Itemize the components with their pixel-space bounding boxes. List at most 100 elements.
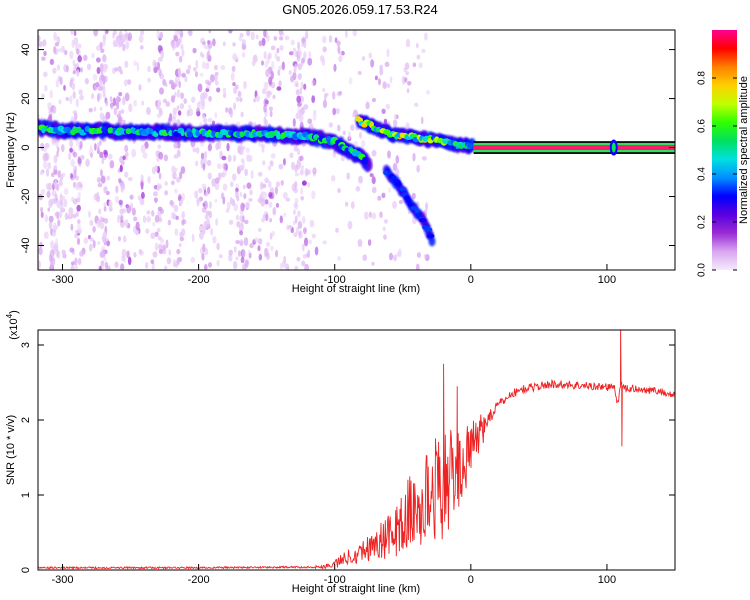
spectrogram-noise-cell [412,152,416,162]
spectrogram-noise-cell [208,30,212,34]
spectrogram-noise-cell [202,163,206,171]
spectrogram-noise-cell [421,48,426,54]
spectrogram-noise-cell [377,195,382,201]
spectrogram-noise-cell [49,249,55,259]
spectrogram-noise-cell [258,40,263,47]
spectrogram-noise-cell [207,172,212,180]
spectrogram-noise-cell [92,73,98,81]
spectrogram-noise-cell [158,172,162,180]
spectrogram-noise-cell [216,87,221,93]
spectrogram-noise-cell [303,104,309,110]
spectrogram-noise-cell [387,150,391,159]
spectrogram-noise-cell [392,162,398,172]
spectrogram-x-tick-label: -100 [324,274,346,286]
spectrogram-noise-cell [300,187,304,195]
spectrogram-noise-cell [110,103,114,111]
spectrogram-noise-cell [63,187,69,196]
spectrogram-noise-cell [108,199,113,208]
spectrogram-noise-cell [152,221,156,227]
spectrogram-noise-cell [164,190,169,196]
spectrogram-noise-cell [283,212,287,218]
spectrogram-noise-cell [51,182,55,191]
spectrogram-noise-cell [55,139,59,149]
spectrogram-noise-cell [69,247,74,253]
spectrogram-noise-cell [238,36,243,41]
spectrogram-noise-cell [267,165,272,171]
spectrogram-noise-cell [154,231,159,237]
spectrogram-noise-cell [133,60,138,67]
lower-branch-cell [426,233,435,239]
spectrogram-noise-cell [46,190,51,199]
spectrogram-noise-cell [386,83,391,89]
spectrogram-noise-cell [77,191,81,199]
spectrogram-noise-cell [133,99,138,107]
spectrogram-noise-cell [115,195,119,203]
spectrogram-noise-cell [296,256,301,262]
spectrogram-noise-cell [147,176,151,184]
spectrogram-noise-cell [178,243,182,248]
spectrogram-noise-cell [157,99,162,107]
spectrogram-noise-cell [93,106,97,112]
snr-series-line [38,330,675,570]
spectrogram-noise-cell [281,61,285,71]
spectrogram-noise-cell [87,234,92,240]
spectrogram-noise-cell [264,60,269,69]
spectrogram-noise-cell [165,101,171,107]
spectrogram-noise-cell [309,219,315,228]
spectrogram-noise-cell [381,108,386,115]
spectrogram-noise-cell [102,231,108,239]
spectrogram-noise-cell [121,36,125,44]
spectrogram-noise-cell [176,257,180,266]
spectrogram-noise-cell [69,50,74,60]
spectrogram-noise-cell [147,77,152,83]
spectrogram-noise-cell [255,95,261,103]
colorbar-gradient [712,30,737,270]
colorbar-tick-label: 0.4 [697,167,708,181]
spectrogram-noise-cell [181,218,187,225]
spectrogram-noise-cell [174,80,179,86]
spectrogram-noise-cell [112,97,117,106]
spectrogram-noise-cell [73,64,77,73]
spectrogram-noise-cell [195,71,198,78]
spectrogram-noise-cell [80,183,83,188]
spectrogram-noise-cell [303,227,307,235]
spectrogram-noise-cell [175,215,179,221]
spectrogram-noise-cell [330,175,336,182]
spectrogram-noise-cell [70,30,74,35]
spectrogram-noise-cell [53,154,58,164]
snr-y-tick-label: 0 [20,567,32,573]
spectrogram-noise-cell [127,256,132,266]
spectrogram-noise-cell [246,154,251,163]
spectrogram-noise-cell [167,219,172,226]
spectrogram-noise-cell [237,250,242,257]
spectrogram-noise-cell [172,259,176,267]
spectrogram-noise-cell [77,43,82,49]
spectrogram-y-tick-label: 40 [20,43,32,55]
spectrogram-noise-cell [338,55,343,63]
spectrogram-noise-cell [103,205,107,212]
spectrogram-noise-cell [334,37,338,43]
main-track-cell [125,128,132,135]
spectrogram-noise-cell [57,48,62,53]
spectrogram-noise-cell [96,93,100,103]
spectrogram-noise-cell [200,159,204,166]
spectrogram-noise-cell [212,38,216,47]
snr-y-tick-label: 3 [20,342,32,348]
spectrogram-noise-cell [208,95,212,102]
spectrogram-noise-cell [93,30,99,37]
spectrogram-noise-cell [368,211,373,218]
spectrogram-noise-cell [217,172,222,180]
spectrogram-noise-cell [232,42,236,47]
spectrogram-noise-cell [159,87,164,95]
spectrogram-noise-cell [312,167,317,175]
spectrogram-noise-cell [83,54,88,61]
spectrogram-noise-cell [204,79,210,85]
spectrogram-noise-cell [305,30,309,40]
spectrogram-noise-cell [163,265,168,270]
spectrogram-noise-cell [169,199,174,206]
snr-y-tick-label: 2 [20,417,32,423]
spectrogram-noise-cell [264,177,270,184]
spectrogram-noise-cell [277,69,281,77]
spectrogram-noise-cell [278,30,284,36]
spectrogram-noise-cell [52,67,57,74]
